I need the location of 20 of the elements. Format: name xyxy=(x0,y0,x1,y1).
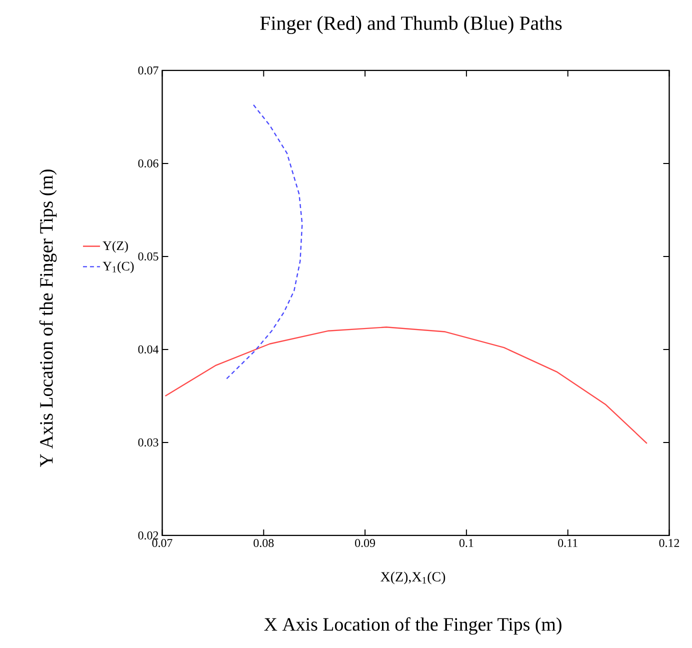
x-tick-label: 0.09 xyxy=(355,538,376,548)
y-tick-label: 0.04 xyxy=(138,345,159,354)
x-tick-label: 0.11 xyxy=(558,538,578,548)
y-tick-label: 0.05 xyxy=(138,252,158,261)
y-tick-label: 0.02 xyxy=(138,531,158,540)
text: X(Z),X$_{1}$(C) xyxy=(380,572,446,584)
x-tick-label: 0.08 xyxy=(254,538,274,548)
x-tick-label: 0.12 xyxy=(659,538,680,548)
x-axis-title: X Axis Location of the Finger Tips (m) xyxy=(264,617,562,635)
y-tick-label: 0.07 xyxy=(138,66,158,75)
legend-label: Y(Z) xyxy=(102,240,128,253)
legend-label: Y$_{1}$(C) xyxy=(102,261,134,274)
y-tick-label: 0.03 xyxy=(138,438,158,447)
chart-title: Finger (Red) and Thumb (Blue) Paths xyxy=(260,16,562,34)
y-axis-title: Y Axis Location of the Finger Tips (m) xyxy=(39,170,57,467)
line-series xyxy=(164,326,648,444)
line-series xyxy=(226,104,303,380)
x-tick-label: 0.07 xyxy=(152,538,172,548)
y-tick-label: 0.06 xyxy=(138,159,158,168)
x-tick-label: 0.1 xyxy=(459,538,474,548)
